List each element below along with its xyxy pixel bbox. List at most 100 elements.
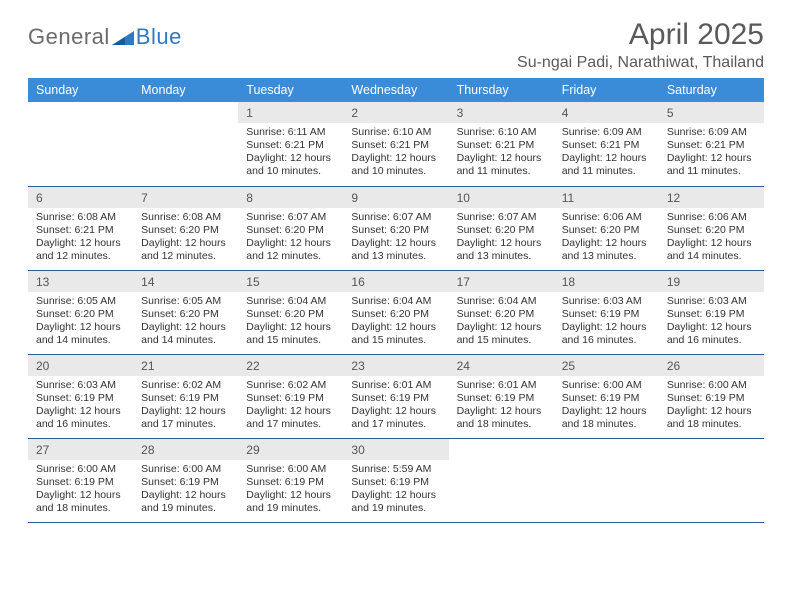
title-block: April 2025 Su-ngai Padi, Narathiwat, Tha… xyxy=(517,18,764,72)
sunset-line: Sunset: 6:19 PM xyxy=(351,476,440,489)
weekday-header: Tuesday xyxy=(238,78,343,102)
sunrise-line: Sunrise: 6:06 AM xyxy=(562,211,651,224)
sunrise-line: Sunrise: 6:03 AM xyxy=(36,379,125,392)
sunset-line: Sunset: 6:20 PM xyxy=(36,308,125,321)
day-number: 17 xyxy=(449,271,554,292)
brand-word-2: Blue xyxy=(136,24,182,50)
sunset-line: Sunset: 6:19 PM xyxy=(36,476,125,489)
brand-mark-icon xyxy=(112,27,134,47)
day-number: 6 xyxy=(28,187,133,208)
daylight-line: Daylight: 12 hours and 16 minutes. xyxy=(562,321,651,347)
sunset-line: Sunset: 6:21 PM xyxy=(351,139,440,152)
daylight-line: Daylight: 12 hours and 16 minutes. xyxy=(36,405,125,431)
calendar-day-cell: 23Sunrise: 6:01 AMSunset: 6:19 PMDayligh… xyxy=(343,354,448,438)
daylight-line: Daylight: 12 hours and 12 minutes. xyxy=(246,237,335,263)
weekday-header: Wednesday xyxy=(343,78,448,102)
daylight-line: Daylight: 12 hours and 18 minutes. xyxy=(667,405,756,431)
sunrise-line: Sunrise: 6:00 AM xyxy=(246,463,335,476)
day-details: Sunrise: 6:07 AMSunset: 6:20 PMDaylight:… xyxy=(343,208,448,268)
daylight-line: Daylight: 12 hours and 11 minutes. xyxy=(562,152,651,178)
day-details: Sunrise: 6:07 AMSunset: 6:20 PMDaylight:… xyxy=(449,208,554,268)
daylight-line: Daylight: 12 hours and 13 minutes. xyxy=(562,237,651,263)
calendar-day-cell: 12Sunrise: 6:06 AMSunset: 6:20 PMDayligh… xyxy=(659,186,764,270)
calendar-day-cell: 11Sunrise: 6:06 AMSunset: 6:20 PMDayligh… xyxy=(554,186,659,270)
weekday-header: Thursday xyxy=(449,78,554,102)
day-number: 1 xyxy=(238,102,343,123)
sunset-line: Sunset: 6:19 PM xyxy=(141,392,230,405)
sunrise-line: Sunrise: 6:04 AM xyxy=(457,295,546,308)
weekday-header-row: SundayMondayTuesdayWednesdayThursdayFrid… xyxy=(28,78,764,102)
sunset-line: Sunset: 6:19 PM xyxy=(667,392,756,405)
calendar-empty-cell xyxy=(28,102,133,186)
sunset-line: Sunset: 6:19 PM xyxy=(562,308,651,321)
daylight-line: Daylight: 12 hours and 14 minutes. xyxy=(141,321,230,347)
daylight-line: Daylight: 12 hours and 13 minutes. xyxy=(351,237,440,263)
daylight-line: Daylight: 12 hours and 10 minutes. xyxy=(246,152,335,178)
sunrise-line: Sunrise: 6:05 AM xyxy=(36,295,125,308)
sunset-line: Sunset: 6:20 PM xyxy=(351,224,440,237)
page-title: April 2025 xyxy=(517,18,764,52)
calendar-day-cell: 7Sunrise: 6:08 AMSunset: 6:20 PMDaylight… xyxy=(133,186,238,270)
weekday-header: Friday xyxy=(554,78,659,102)
daylight-line: Daylight: 12 hours and 18 minutes. xyxy=(457,405,546,431)
sunrise-line: Sunrise: 6:09 AM xyxy=(562,126,651,139)
sunset-line: Sunset: 6:19 PM xyxy=(246,392,335,405)
sunrise-line: Sunrise: 6:00 AM xyxy=(36,463,125,476)
sunset-line: Sunset: 6:19 PM xyxy=(246,476,335,489)
day-number: 18 xyxy=(554,271,659,292)
day-number: 9 xyxy=(343,187,448,208)
day-details: Sunrise: 6:03 AMSunset: 6:19 PMDaylight:… xyxy=(28,376,133,436)
day-number: 14 xyxy=(133,271,238,292)
calendar-week-row: 1Sunrise: 6:11 AMSunset: 6:21 PMDaylight… xyxy=(28,102,764,186)
sunset-line: Sunset: 6:19 PM xyxy=(667,308,756,321)
day-details: Sunrise: 6:01 AMSunset: 6:19 PMDaylight:… xyxy=(343,376,448,436)
daylight-line: Daylight: 12 hours and 14 minutes. xyxy=(36,321,125,347)
daylight-line: Daylight: 12 hours and 17 minutes. xyxy=(351,405,440,431)
calendar-day-cell: 22Sunrise: 6:02 AMSunset: 6:19 PMDayligh… xyxy=(238,354,343,438)
calendar-day-cell: 10Sunrise: 6:07 AMSunset: 6:20 PMDayligh… xyxy=(449,186,554,270)
sunrise-line: Sunrise: 6:02 AM xyxy=(141,379,230,392)
daylight-line: Daylight: 12 hours and 15 minutes. xyxy=(457,321,546,347)
calendar-day-cell: 13Sunrise: 6:05 AMSunset: 6:20 PMDayligh… xyxy=(28,270,133,354)
daylight-line: Daylight: 12 hours and 12 minutes. xyxy=(141,237,230,263)
day-details: Sunrise: 5:59 AMSunset: 6:19 PMDaylight:… xyxy=(343,460,448,520)
calendar-day-cell: 28Sunrise: 6:00 AMSunset: 6:19 PMDayligh… xyxy=(133,438,238,522)
day-details: Sunrise: 6:09 AMSunset: 6:21 PMDaylight:… xyxy=(659,123,764,183)
day-details: Sunrise: 6:04 AMSunset: 6:20 PMDaylight:… xyxy=(343,292,448,352)
day-details: Sunrise: 6:09 AMSunset: 6:21 PMDaylight:… xyxy=(554,123,659,183)
daylight-line: Daylight: 12 hours and 19 minutes. xyxy=(246,489,335,515)
sunrise-line: Sunrise: 6:00 AM xyxy=(562,379,651,392)
calendar-empty-cell xyxy=(659,438,764,522)
calendar-week-row: 6Sunrise: 6:08 AMSunset: 6:21 PMDaylight… xyxy=(28,186,764,270)
sunrise-line: Sunrise: 6:00 AM xyxy=(141,463,230,476)
calendar-day-cell: 9Sunrise: 6:07 AMSunset: 6:20 PMDaylight… xyxy=(343,186,448,270)
calendar-day-cell: 1Sunrise: 6:11 AMSunset: 6:21 PMDaylight… xyxy=(238,102,343,186)
day-details: Sunrise: 6:00 AMSunset: 6:19 PMDaylight:… xyxy=(28,460,133,520)
calendar-empty-cell xyxy=(554,438,659,522)
sunrise-line: Sunrise: 6:10 AM xyxy=(457,126,546,139)
calendar-day-cell: 15Sunrise: 6:04 AMSunset: 6:20 PMDayligh… xyxy=(238,270,343,354)
calendar-day-cell: 30Sunrise: 5:59 AMSunset: 6:19 PMDayligh… xyxy=(343,438,448,522)
sunrise-line: Sunrise: 6:04 AM xyxy=(246,295,335,308)
sunset-line: Sunset: 6:21 PM xyxy=(246,139,335,152)
sunset-line: Sunset: 6:20 PM xyxy=(246,308,335,321)
day-number: 19 xyxy=(659,271,764,292)
sunrise-line: Sunrise: 6:06 AM xyxy=(667,211,756,224)
brand-word-1: General xyxy=(28,24,110,50)
weekday-header: Saturday xyxy=(659,78,764,102)
sunrise-line: Sunrise: 6:04 AM xyxy=(351,295,440,308)
sunrise-line: Sunrise: 6:10 AM xyxy=(351,126,440,139)
sunset-line: Sunset: 6:20 PM xyxy=(141,224,230,237)
sunrise-line: Sunrise: 6:07 AM xyxy=(351,211,440,224)
daylight-line: Daylight: 12 hours and 19 minutes. xyxy=(141,489,230,515)
day-details: Sunrise: 6:05 AMSunset: 6:20 PMDaylight:… xyxy=(133,292,238,352)
calendar-table: SundayMondayTuesdayWednesdayThursdayFrid… xyxy=(28,78,764,523)
daylight-line: Daylight: 12 hours and 11 minutes. xyxy=(457,152,546,178)
daylight-line: Daylight: 12 hours and 16 minutes. xyxy=(667,321,756,347)
daylight-line: Daylight: 12 hours and 10 minutes. xyxy=(351,152,440,178)
day-number: 3 xyxy=(449,102,554,123)
sunrise-line: Sunrise: 6:00 AM xyxy=(667,379,756,392)
daylight-line: Daylight: 12 hours and 17 minutes. xyxy=(141,405,230,431)
day-details: Sunrise: 6:10 AMSunset: 6:21 PMDaylight:… xyxy=(449,123,554,183)
day-details: Sunrise: 6:02 AMSunset: 6:19 PMDaylight:… xyxy=(238,376,343,436)
